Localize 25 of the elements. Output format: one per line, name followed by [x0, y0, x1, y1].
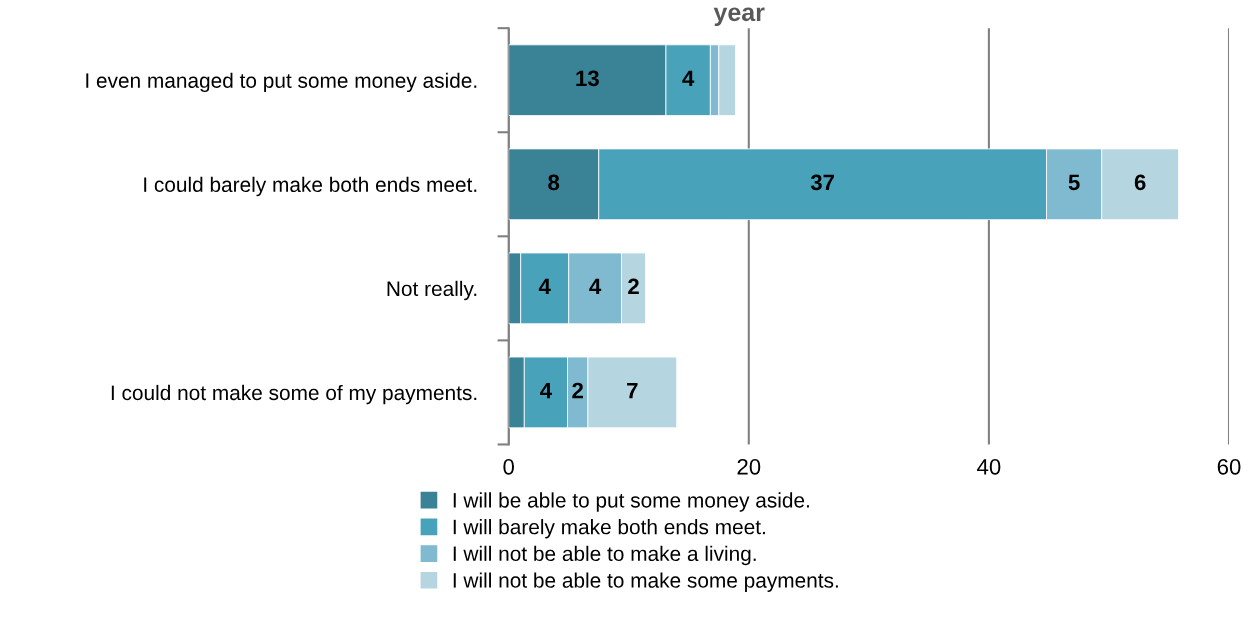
- y-tick-label: I could barely make both ends meet.: [144, 176, 477, 197]
- data-label: 4: [682, 70, 695, 86]
- legend-label: I will barely make both ends meet.: [453, 519, 765, 539]
- legend-label: I will not be able to make a living.: [453, 545, 756, 566]
- x-tick-label: 40: [977, 458, 1001, 475]
- data-label: 7: [627, 382, 638, 399]
- chart-title: year: [713, 7, 765, 27]
- data-label: 4: [589, 278, 602, 295]
- x-tick-label: 0: [503, 458, 514, 475]
- data-label: 4: [540, 382, 552, 399]
- legend-label: I will be able to put some money aside.: [453, 492, 809, 512]
- data-label: 5: [1068, 174, 1080, 191]
- data-label: 37: [810, 174, 834, 191]
- legend-label: I will not be able to make some payments.: [453, 572, 838, 592]
- data-label: 13: [576, 70, 599, 87]
- data-label: 4: [538, 278, 551, 295]
- data-label: 8: [548, 174, 560, 191]
- y-tick-label: I even managed to put some money aside.: [86, 72, 477, 93]
- data-label: 6: [1134, 174, 1146, 191]
- data-label: 2: [628, 278, 639, 295]
- data-label: 2: [572, 382, 583, 399]
- y-tick-label: I could not make some of my payments.: [111, 384, 477, 405]
- x-tick-label: 60: [1217, 458, 1241, 475]
- x-tick-label: 20: [737, 458, 761, 475]
- y-tick-label: Not really.: [387, 280, 477, 301]
